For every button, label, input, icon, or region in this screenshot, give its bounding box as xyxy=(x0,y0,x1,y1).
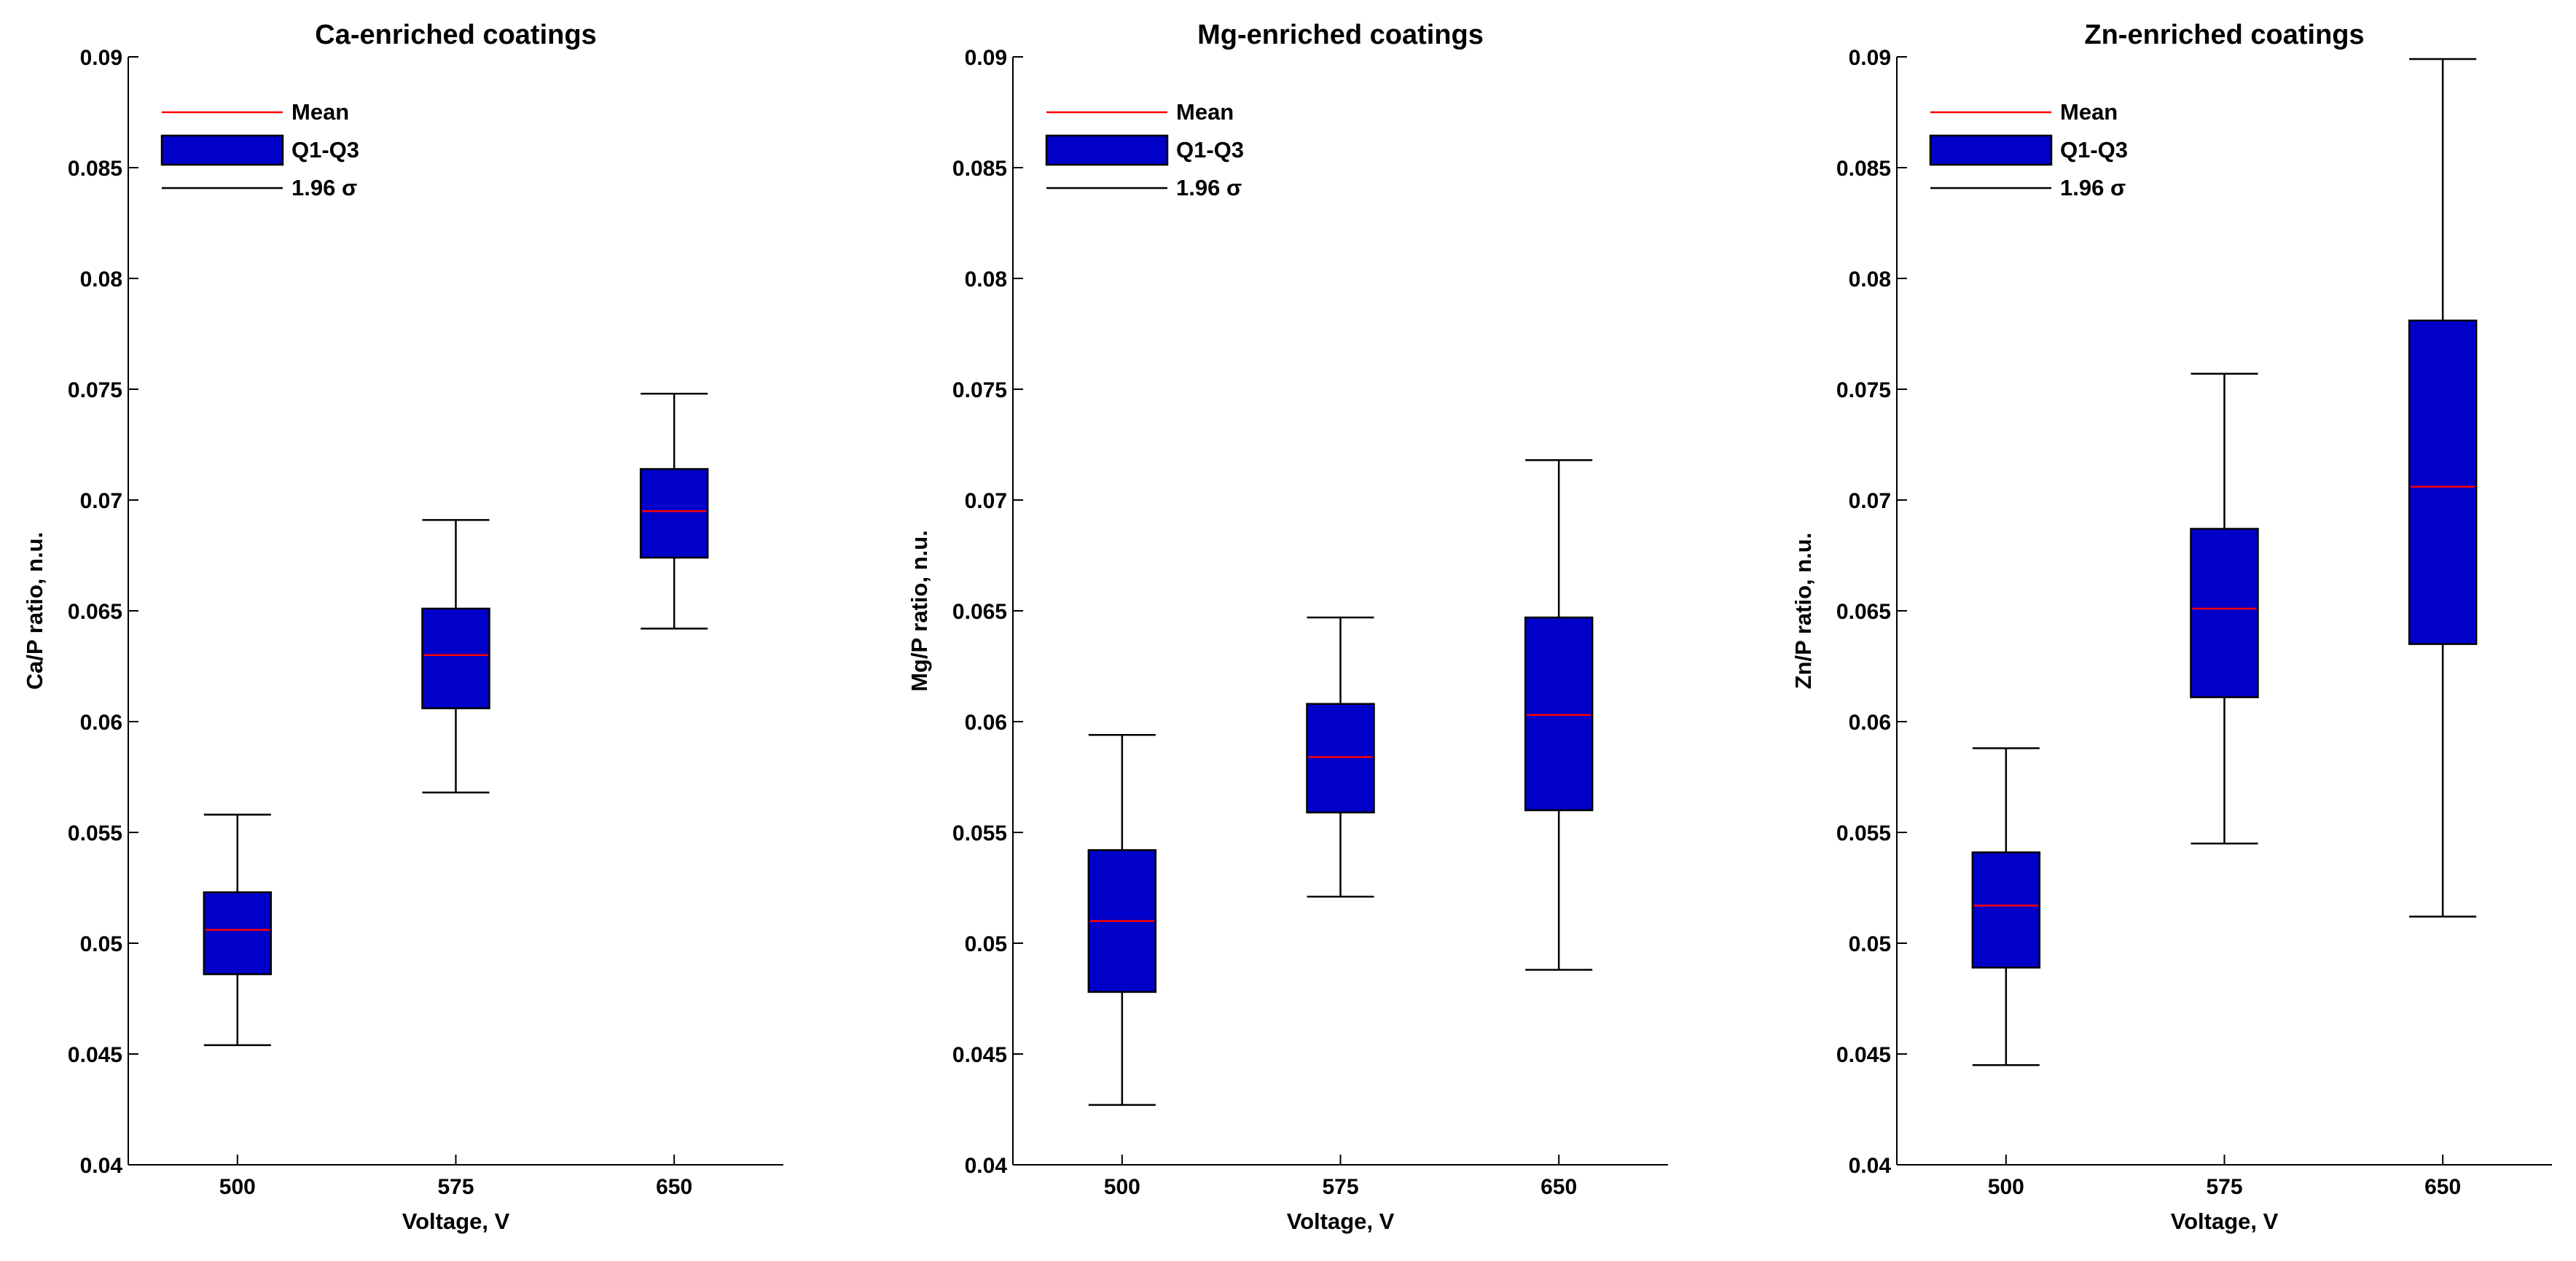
y-tick-label: 0.09 xyxy=(80,46,122,70)
y-axis-label: Ca/P ratio, n.u. xyxy=(22,532,47,690)
y-tick-label: 0.07 xyxy=(1849,489,1891,513)
box-650 xyxy=(1524,459,1594,971)
legend-whisker-label: 1.96 σ xyxy=(2060,175,2126,200)
y-tick-label: 0.04 xyxy=(1849,1154,1892,1178)
legend: Mean Q1-Q3 1.96 σ xyxy=(1929,99,2128,200)
legend-box-label: Q1-Q3 xyxy=(1176,137,1244,163)
legend-mean-label: Mean xyxy=(2060,99,2118,125)
y-tick-label: 0.075 xyxy=(1836,378,1891,402)
iqr-box xyxy=(1971,851,2041,969)
legend-box-label: Q1-Q3 xyxy=(291,137,359,163)
legend-mean-label: Mean xyxy=(291,99,349,125)
x-tick-label: 575 xyxy=(437,1175,474,1199)
y-tick-label: 0.04 xyxy=(965,1154,1008,1178)
iqr-box xyxy=(1524,616,1594,811)
y-tick-label: 0.055 xyxy=(1836,821,1891,846)
y-tick-label: 0.085 xyxy=(68,157,122,181)
y-tick-label: 0.06 xyxy=(965,711,1007,735)
chart-panel-2: Mg-enriched coatings 0.04 0.045 0.05 0.055 0.… xyxy=(907,20,1668,1234)
y-tick-label: 0.08 xyxy=(80,268,122,292)
box-575 xyxy=(421,519,490,794)
iqr-box xyxy=(1306,703,1375,813)
iqr-box xyxy=(421,607,490,710)
iqr-box xyxy=(203,891,273,975)
x-tick-label: 500 xyxy=(1104,1175,1140,1199)
legend-box-label: Q1-Q3 xyxy=(2060,137,2128,163)
x-tick-label: 650 xyxy=(2424,1175,2461,1199)
y-tick-label: 0.09 xyxy=(965,46,1007,70)
y-tick-label: 0.085 xyxy=(1836,157,1891,181)
box-500 xyxy=(203,813,273,1047)
chart-title: Ca-enriched coatings xyxy=(315,20,596,50)
y-tick-label: 0.06 xyxy=(1849,711,1891,735)
y-tick-label: 0.065 xyxy=(952,600,1007,624)
y-axis-label: Zn/P ratio, n.u. xyxy=(1790,533,1816,690)
box-650 xyxy=(639,392,709,630)
y-tick-label: 0.05 xyxy=(965,932,1007,956)
iqr-box xyxy=(639,468,709,559)
y-tick-label: 0.055 xyxy=(68,821,122,846)
box-575 xyxy=(2190,372,2259,845)
y-tick-label: 0.075 xyxy=(952,378,1007,402)
chart-panel-1: Ca-enriched coatings 0.04 0.045 0.05 0.055 0.… xyxy=(22,20,783,1234)
x-axis-label: Voltage, V xyxy=(1287,1209,1395,1234)
chart-title: Zn-enriched coatings xyxy=(2084,20,2364,50)
chart-panel-3: Zn-enriched coatings 0.04 0.045 0.05 0.055 0.… xyxy=(1790,20,2552,1234)
legend-box-swatch xyxy=(1045,134,1169,166)
legend: Mean Q1-Q3 1.96 σ xyxy=(1045,99,1244,200)
box-650 xyxy=(2408,58,2478,918)
x-axis-label: Voltage, V xyxy=(2171,1209,2279,1234)
legend: Mean Q1-Q3 1.96 σ xyxy=(160,99,359,200)
x-tick-label: 500 xyxy=(1988,1175,2024,1199)
y-tick-label: 0.07 xyxy=(80,489,122,513)
box-575 xyxy=(1306,616,1375,898)
y-tick-label: 0.08 xyxy=(1849,268,1891,292)
x-tick-label: 500 xyxy=(219,1175,256,1199)
x-axis-label: Voltage, V xyxy=(402,1209,510,1234)
box-500 xyxy=(1087,733,1157,1106)
y-tick-label: 0.08 xyxy=(965,268,1007,292)
y-tick-label: 0.085 xyxy=(952,157,1007,181)
legend-mean-label: Mean xyxy=(1176,99,1234,125)
legend-whisker-label: 1.96 σ xyxy=(291,175,357,200)
chart-title: Mg-enriched coatings xyxy=(1197,20,1484,50)
x-tick-label: 575 xyxy=(1322,1175,1358,1199)
iqr-box xyxy=(2190,528,2259,698)
y-tick-label: 0.075 xyxy=(68,378,122,402)
y-tick-label: 0.045 xyxy=(68,1043,122,1067)
y-tick-label: 0.05 xyxy=(1849,932,1891,956)
x-tick-label: 575 xyxy=(2206,1175,2242,1199)
y-tick-label: 0.065 xyxy=(68,600,122,624)
legend-box-swatch xyxy=(160,134,284,166)
y-tick-label: 0.065 xyxy=(1836,600,1891,624)
legend-box-swatch xyxy=(1929,134,2053,166)
iqr-box xyxy=(2408,319,2478,645)
legend-whisker-label: 1.96 σ xyxy=(1176,175,1242,200)
y-tick-label: 0.07 xyxy=(965,489,1007,513)
x-tick-label: 650 xyxy=(656,1175,692,1199)
y-tick-label: 0.055 xyxy=(952,821,1007,846)
y-tick-label: 0.04 xyxy=(80,1154,123,1178)
y-tick-label: 0.09 xyxy=(1849,46,1891,70)
y-axis-label: Mg/P ratio, n.u. xyxy=(907,530,932,692)
y-tick-label: 0.045 xyxy=(1836,1043,1891,1067)
box-500 xyxy=(1971,747,2041,1066)
x-tick-label: 650 xyxy=(1540,1175,1577,1199)
y-tick-label: 0.06 xyxy=(80,711,122,735)
y-tick-label: 0.05 xyxy=(80,932,122,956)
y-tick-label: 0.045 xyxy=(952,1043,1007,1067)
